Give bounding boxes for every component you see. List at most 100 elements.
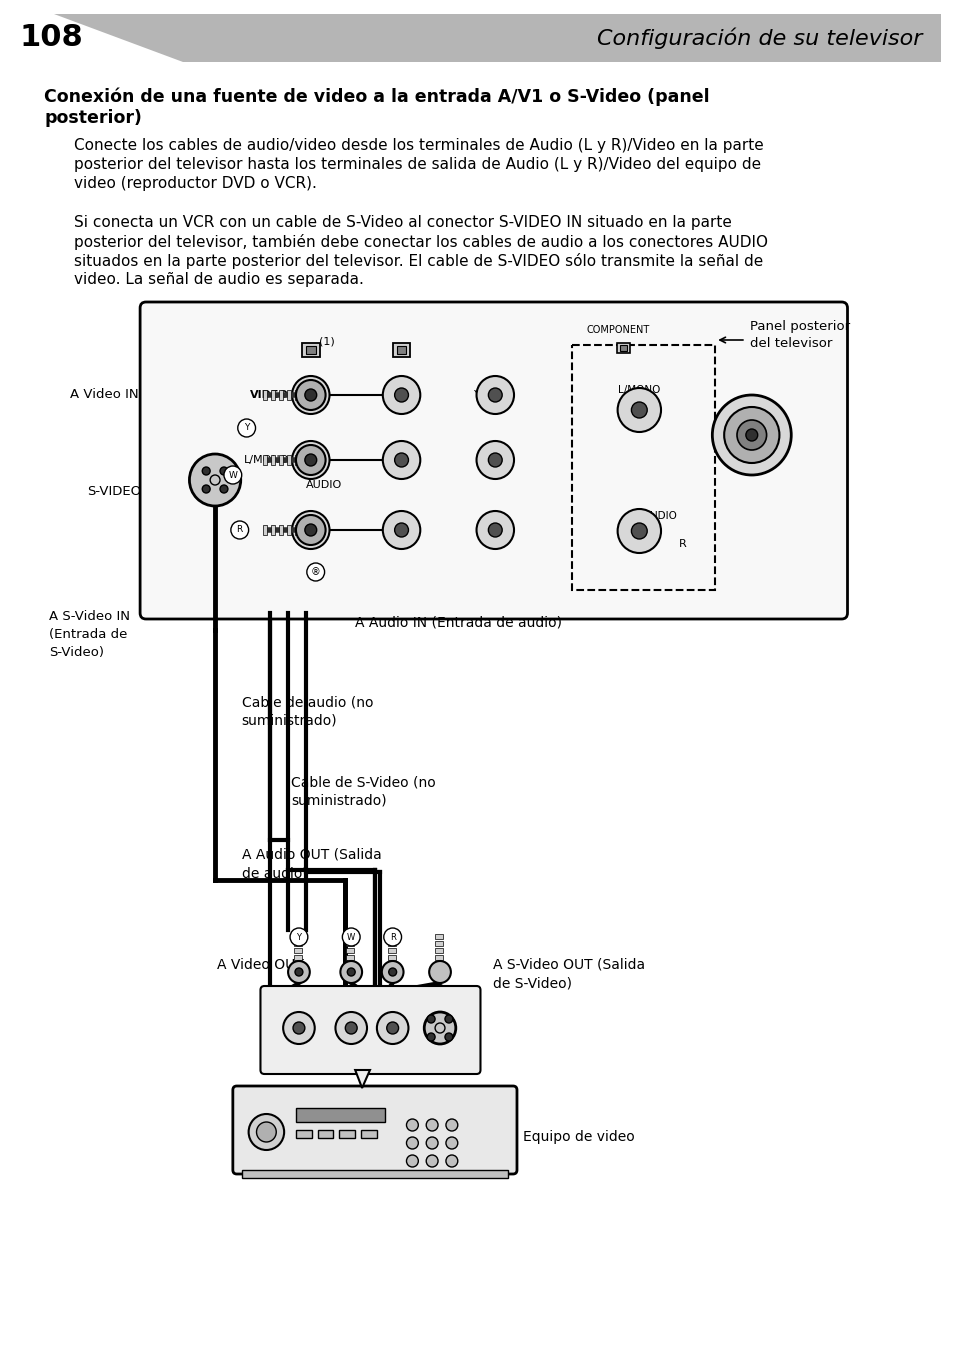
Text: S-VIDEO OUT: S-VIDEO OUT bbox=[417, 1048, 462, 1055]
Bar bbox=[271, 525, 275, 535]
Bar bbox=[241, 1169, 508, 1178]
Text: Cable de audio (no
suministrado): Cable de audio (no suministrado) bbox=[241, 695, 373, 727]
FancyBboxPatch shape bbox=[233, 1086, 517, 1174]
Text: ®: ® bbox=[311, 566, 320, 577]
Circle shape bbox=[293, 1022, 305, 1034]
Bar bbox=[572, 345, 715, 589]
Text: A Audio IN (Entrada de audio): A Audio IN (Entrada de audio) bbox=[355, 615, 561, 629]
Circle shape bbox=[382, 376, 420, 414]
Text: W: W bbox=[228, 470, 237, 480]
Circle shape bbox=[426, 1155, 437, 1167]
Circle shape bbox=[224, 466, 241, 484]
Bar bbox=[294, 525, 298, 535]
Circle shape bbox=[305, 525, 316, 535]
Circle shape bbox=[424, 1013, 456, 1044]
Circle shape bbox=[426, 1119, 437, 1132]
Circle shape bbox=[335, 1013, 367, 1044]
Circle shape bbox=[202, 485, 210, 493]
Text: Y: Y bbox=[244, 423, 249, 433]
Bar bbox=[387, 948, 395, 953]
Text: A Video IN: A Video IN bbox=[70, 388, 138, 402]
Circle shape bbox=[617, 508, 660, 553]
Circle shape bbox=[294, 968, 302, 976]
Circle shape bbox=[305, 454, 316, 466]
Text: R: R bbox=[679, 539, 686, 549]
Bar bbox=[263, 525, 267, 535]
Bar bbox=[435, 955, 442, 960]
Bar bbox=[435, 941, 442, 946]
Circle shape bbox=[292, 511, 329, 549]
Text: C: C bbox=[497, 456, 504, 465]
Circle shape bbox=[220, 466, 228, 475]
Text: posterior): posterior) bbox=[45, 110, 142, 127]
FancyBboxPatch shape bbox=[140, 301, 846, 619]
Text: R: R bbox=[405, 525, 413, 535]
Bar bbox=[294, 955, 301, 960]
Circle shape bbox=[304, 453, 317, 466]
Bar bbox=[287, 525, 291, 535]
Text: Panel posterior
del televisor: Panel posterior del televisor bbox=[749, 320, 849, 350]
Bar bbox=[435, 948, 442, 953]
Circle shape bbox=[381, 961, 403, 983]
Circle shape bbox=[476, 441, 514, 479]
Circle shape bbox=[340, 961, 362, 983]
Bar bbox=[287, 389, 291, 400]
Circle shape bbox=[290, 927, 308, 946]
Bar bbox=[263, 456, 267, 465]
Circle shape bbox=[406, 1137, 417, 1149]
Text: Configuración de su televisor: Configuración de su televisor bbox=[597, 27, 922, 49]
Circle shape bbox=[444, 1015, 453, 1023]
Text: R: R bbox=[293, 525, 300, 535]
Bar bbox=[287, 456, 291, 465]
Bar bbox=[271, 456, 275, 465]
Text: 108: 108 bbox=[20, 23, 84, 53]
Circle shape bbox=[307, 562, 324, 581]
Circle shape bbox=[220, 485, 228, 493]
Text: Equipo de video: Equipo de video bbox=[522, 1130, 634, 1144]
Text: S-VIDEO: S-VIDEO bbox=[87, 485, 141, 498]
Circle shape bbox=[210, 475, 220, 485]
FancyBboxPatch shape bbox=[260, 986, 480, 1073]
Text: A S-Video IN
(Entrada de
S-Video): A S-Video IN (Entrada de S-Video) bbox=[50, 610, 131, 658]
Text: (1): (1) bbox=[318, 337, 335, 347]
Bar bbox=[616, 343, 630, 353]
Bar bbox=[346, 955, 354, 960]
Text: VIDEO OUT: VIDEO OUT bbox=[279, 1048, 318, 1055]
Circle shape bbox=[388, 968, 396, 976]
Bar bbox=[346, 941, 354, 946]
Circle shape bbox=[283, 1013, 314, 1044]
Circle shape bbox=[305, 389, 316, 402]
Text: video (reproductor DVD o VCR).: video (reproductor DVD o VCR). bbox=[74, 176, 316, 191]
Circle shape bbox=[444, 1033, 453, 1041]
Bar bbox=[346, 948, 354, 953]
Circle shape bbox=[617, 388, 660, 433]
Text: R: R bbox=[236, 526, 243, 534]
Text: L/MONO: L/MONO bbox=[618, 385, 659, 395]
Circle shape bbox=[376, 1013, 408, 1044]
Circle shape bbox=[395, 453, 408, 466]
Text: COMPONENT: COMPONENT bbox=[585, 324, 649, 335]
Text: situados en la parte posterior del televisor. El cable de S-VIDEO sólo transmite: situados en la parte posterior del telev… bbox=[74, 253, 762, 269]
Circle shape bbox=[427, 1033, 435, 1041]
Bar bbox=[361, 1130, 376, 1138]
Text: L: L bbox=[405, 456, 412, 465]
Circle shape bbox=[745, 429, 757, 441]
Text: posterior del televisor, también debe conectar los cables de audio a los conecto: posterior del televisor, también debe co… bbox=[74, 234, 767, 250]
Bar bbox=[294, 941, 301, 946]
Circle shape bbox=[345, 1022, 356, 1034]
Circle shape bbox=[347, 968, 355, 976]
Bar bbox=[294, 934, 301, 940]
Circle shape bbox=[202, 466, 210, 475]
Circle shape bbox=[712, 395, 790, 475]
Circle shape bbox=[435, 1023, 444, 1033]
Circle shape bbox=[382, 511, 420, 549]
Text: Si conecta un VCR con un cable de S-Video al conector S-VIDEO IN situado en la p: Si conecta un VCR con un cable de S-Vide… bbox=[74, 215, 731, 230]
Circle shape bbox=[190, 454, 240, 506]
Circle shape bbox=[476, 376, 514, 414]
Bar bbox=[294, 948, 301, 953]
Circle shape bbox=[231, 521, 249, 539]
Circle shape bbox=[429, 961, 451, 983]
Circle shape bbox=[386, 1022, 398, 1034]
Polygon shape bbox=[355, 1069, 370, 1088]
Circle shape bbox=[445, 1155, 457, 1167]
